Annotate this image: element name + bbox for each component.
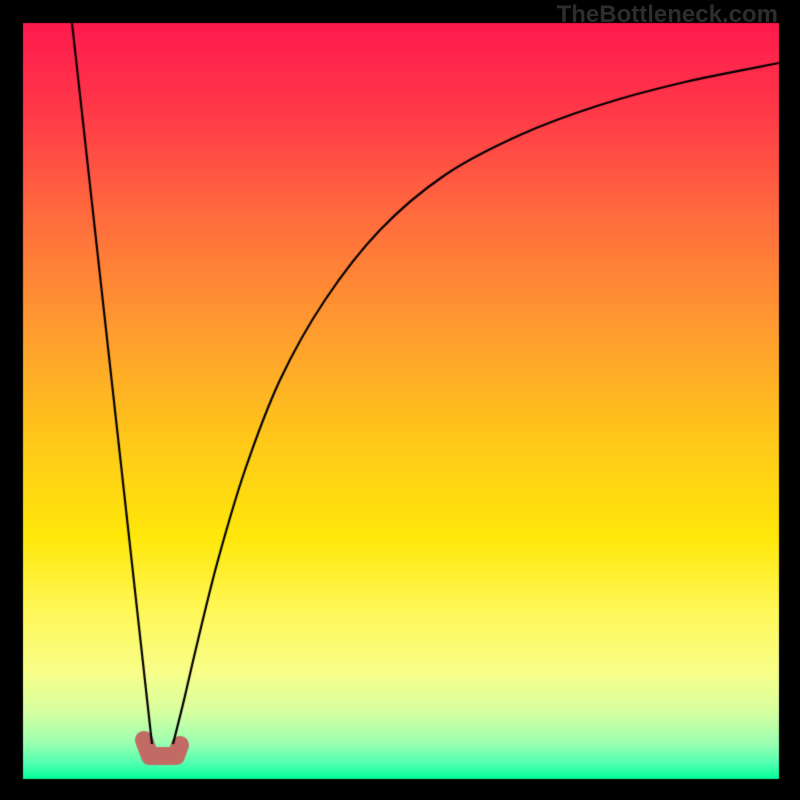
curve-layer — [0, 0, 800, 800]
chart-container: TheBottleneck.com — [0, 0, 800, 800]
watermark-text: TheBottleneck.com — [557, 1, 778, 29]
